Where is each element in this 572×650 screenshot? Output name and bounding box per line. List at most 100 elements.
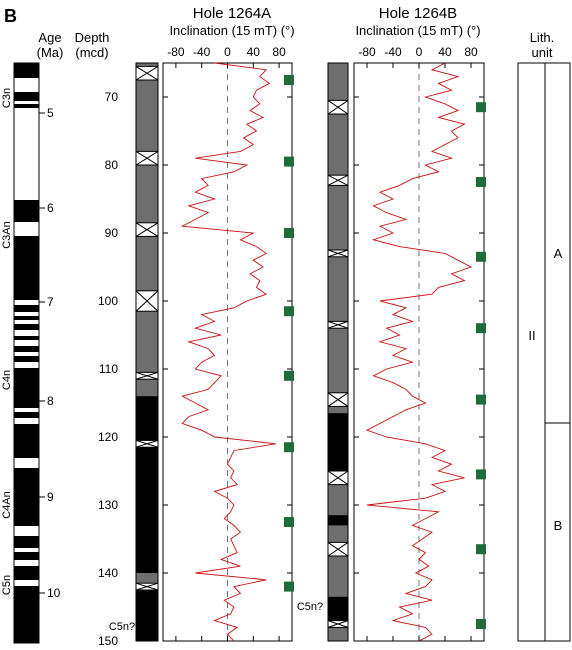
hole-b-chron-label: C5n? bbox=[297, 601, 323, 613]
normal-polarity-band bbox=[14, 63, 39, 78]
polarity-bands bbox=[14, 63, 39, 643]
normal-polarity-band bbox=[14, 336, 39, 340]
section-marker bbox=[284, 517, 294, 527]
x-tick-label: 80 bbox=[464, 45, 478, 59]
age-tick-label-10: 10 bbox=[47, 586, 61, 600]
section-marker bbox=[476, 177, 486, 187]
core-gap-cross bbox=[327, 249, 349, 258]
normal-polarity-band bbox=[14, 424, 39, 458]
hole-a-title: Hole 1264A bbox=[193, 5, 271, 22]
hole-b-title: Hole 1264B bbox=[379, 5, 457, 22]
hole-a-chron-label: C5n? bbox=[109, 621, 135, 633]
normal-polarity-band bbox=[14, 368, 39, 408]
lith-subunit-a: A bbox=[554, 246, 563, 261]
x-tick-label: -80 bbox=[167, 45, 185, 59]
normal-polarity-band bbox=[14, 412, 39, 418]
core-column-bg bbox=[327, 62, 349, 642]
normal-polarity-band bbox=[14, 552, 39, 560]
depth-axis: 70 80 90 100 110 120 130 140 150 bbox=[98, 90, 118, 648]
depth-tick-label-90: 90 bbox=[105, 226, 119, 240]
age-header-line2: (Ma) bbox=[37, 45, 64, 60]
section-marker bbox=[476, 102, 486, 113]
age-ticks: 5 6 7 8 9 10 bbox=[39, 106, 61, 600]
age-tick-label-5: 5 bbox=[47, 106, 54, 120]
depth-tick-label-80: 80 bbox=[105, 158, 119, 172]
x-tick-label: 40 bbox=[438, 45, 452, 59]
panel-label: B bbox=[4, 6, 17, 26]
chron-label-c3n: C3n bbox=[1, 88, 13, 108]
lith-header-line1: Lith. bbox=[530, 30, 555, 45]
core-gap-cross bbox=[327, 392, 349, 407]
hole-a-core-column bbox=[135, 62, 159, 642]
section-marker bbox=[284, 75, 294, 85]
inclination-trace bbox=[180, 62, 276, 642]
section-marker bbox=[476, 469, 486, 480]
depth-header-line2: (mcd) bbox=[75, 45, 108, 60]
x-tick-label: -80 bbox=[358, 45, 376, 59]
lith-unit-box bbox=[517, 62, 571, 642]
age-tick-label-9: 9 bbox=[47, 490, 54, 504]
core-gap-cross bbox=[327, 620, 349, 628]
section-marker bbox=[476, 323, 486, 334]
section-marker bbox=[476, 251, 486, 262]
inclination-trace bbox=[365, 62, 473, 642]
normal-polarity-band bbox=[14, 468, 39, 526]
section-marker bbox=[476, 394, 486, 405]
core-dark-interval bbox=[136, 590, 158, 641]
normal-polarity-band bbox=[14, 104, 39, 108]
depth-tick-label-150: 150 bbox=[98, 634, 118, 648]
section-marker bbox=[284, 228, 294, 238]
chron-labels: C3n C3An C4n C4An C5n bbox=[1, 88, 13, 595]
core-dark-interval bbox=[328, 596, 348, 621]
age-tick-label-8: 8 bbox=[47, 394, 54, 408]
normal-polarity-band bbox=[14, 586, 39, 643]
normal-polarity-band bbox=[14, 316, 39, 320]
section-marker bbox=[284, 581, 294, 592]
depth-header-line1: Depth bbox=[75, 30, 110, 45]
normal-polarity-band bbox=[14, 536, 39, 548]
core-gap-cross bbox=[135, 582, 159, 591]
core-gap-cross bbox=[327, 541, 349, 557]
core-dark-interval bbox=[136, 447, 158, 573]
depth-tick-label-110: 110 bbox=[99, 362, 118, 376]
x-tick-label: 0 bbox=[416, 45, 423, 59]
core-gap-cross bbox=[327, 99, 349, 115]
normal-polarity-band bbox=[14, 92, 39, 101]
depth-tick-label-70: 70 bbox=[105, 90, 119, 104]
depth-tick-label-130: 130 bbox=[98, 498, 118, 512]
normal-polarity-band bbox=[14, 346, 39, 352]
chron-label-c4n: C4n bbox=[1, 370, 13, 390]
section-marker bbox=[284, 442, 294, 453]
core-gap-cross bbox=[135, 65, 159, 81]
chron-label-c3an: C3An bbox=[1, 221, 13, 249]
core-gap-cross bbox=[327, 470, 349, 486]
core-gap-cross bbox=[135, 150, 159, 166]
x-tick-label: 0 bbox=[224, 45, 231, 59]
core-dark-interval bbox=[328, 413, 348, 471]
age-tick-label-6: 6 bbox=[47, 201, 54, 215]
section-marker bbox=[476, 619, 486, 629]
depth-tick-label-100: 100 bbox=[98, 294, 118, 308]
core-gap-cross bbox=[135, 222, 159, 237]
hole-b-core-column bbox=[327, 62, 349, 642]
core-gap-cross bbox=[135, 439, 159, 448]
section-marker bbox=[476, 544, 486, 555]
lith-unit-label: II bbox=[528, 328, 535, 343]
section-marker bbox=[284, 370, 294, 381]
normal-polarity-band bbox=[14, 305, 39, 312]
x-tick-label: -40 bbox=[193, 45, 211, 59]
hole-a-plot: -80 -40 0 40 80 bbox=[162, 45, 294, 642]
age-tick-label-7: 7 bbox=[47, 295, 54, 309]
x-tick-label: 40 bbox=[247, 45, 261, 59]
age-header-line1: Age bbox=[38, 30, 61, 45]
core-gap-cross bbox=[327, 174, 349, 186]
depth-tick-label-140: 140 bbox=[98, 566, 118, 580]
normal-polarity-band bbox=[14, 356, 39, 362]
hole-b-plot: -80 -40 0 40 80 bbox=[353, 45, 486, 642]
section-marker bbox=[284, 156, 294, 167]
normal-polarity-band bbox=[14, 236, 39, 300]
hole-b-xlabel: Inclination (15 mT) (°) bbox=[355, 23, 480, 38]
lith-subunit-b: B bbox=[554, 518, 563, 533]
core-gap-cross bbox=[135, 290, 159, 312]
